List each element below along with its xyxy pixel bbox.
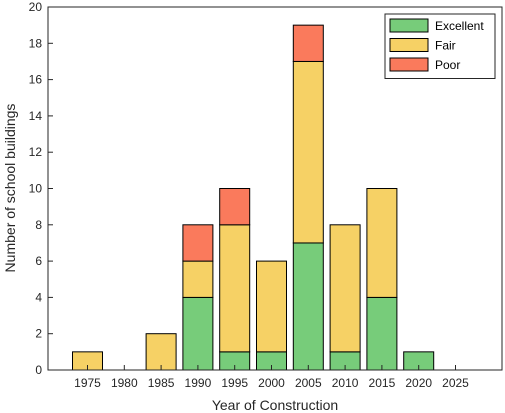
legend: Excellent Fair Poor — [384, 13, 496, 79]
legend-swatch-excellent — [389, 18, 429, 33]
x-axis-label: Year of Construction — [212, 397, 338, 413]
bar-segment-poor-1990 — [182, 224, 214, 262]
legend-swatch-poor — [389, 57, 429, 72]
y-axis-label: Number of school buildings — [2, 104, 18, 273]
bars-group — [72, 24, 435, 371]
y-tick-label: 14 — [29, 109, 43, 123]
y-tick-label: 10 — [29, 182, 43, 196]
legend-label-poor: Poor — [435, 58, 460, 72]
bar-segment-poor-2005 — [292, 24, 324, 62]
bar-segment-fair-1985 — [145, 333, 177, 371]
x-tick-label: 1985 — [148, 376, 175, 390]
x-tick-label: 1975 — [74, 376, 101, 390]
bar-segment-fair-2005 — [292, 60, 324, 244]
bar-segment-fair-2015 — [366, 188, 398, 298]
x-tick-label: 1980 — [111, 376, 138, 390]
legend-swatch-fair — [389, 38, 429, 52]
y-tick-label: 16 — [29, 73, 43, 87]
legend-label-excellent: Excellent — [435, 19, 484, 33]
y-tick-label: 20 — [29, 0, 43, 14]
axes-box — [47, 6, 503, 371]
y-tick-label: 2 — [35, 327, 42, 341]
bar-segment-fair-1995 — [219, 224, 251, 353]
bar-segment-excellent-2005 — [292, 242, 324, 371]
x-tick-label: 2020 — [405, 376, 432, 390]
x-tick-label: 1995 — [221, 376, 248, 390]
x-ticks-group: 1975 1980 1985 1990 1995 2000 2005 2010 2015 2020… — [74, 365, 469, 390]
legend-label-fair: Fair — [435, 39, 456, 53]
x-tick-label: 1990 — [185, 376, 212, 390]
x-tick-label: 2025 — [442, 376, 469, 390]
y-tick-label: 18 — [29, 36, 43, 50]
bar-segment-fair-1990 — [182, 260, 214, 298]
y-tick-label: 6 — [35, 254, 42, 268]
y-tick-label: 4 — [35, 290, 42, 304]
y-tick-label: 0 — [35, 363, 42, 377]
bar-segment-poor-1995 — [219, 188, 251, 226]
y-tick-label: 8 — [35, 218, 42, 232]
x-tick-label: 2005 — [295, 376, 322, 390]
bar-segment-excellent-2015 — [366, 296, 398, 371]
bar-segment-excellent-1990 — [182, 296, 214, 371]
x-tick-label: 2010 — [332, 376, 359, 390]
x-tick-label: 2015 — [369, 376, 396, 390]
y-tick-label: 12 — [29, 145, 43, 159]
bar-segment-fair-2000 — [256, 260, 287, 353]
x-tick-label: 2000 — [258, 376, 285, 390]
bar-segment-fair-2010 — [329, 224, 361, 353]
